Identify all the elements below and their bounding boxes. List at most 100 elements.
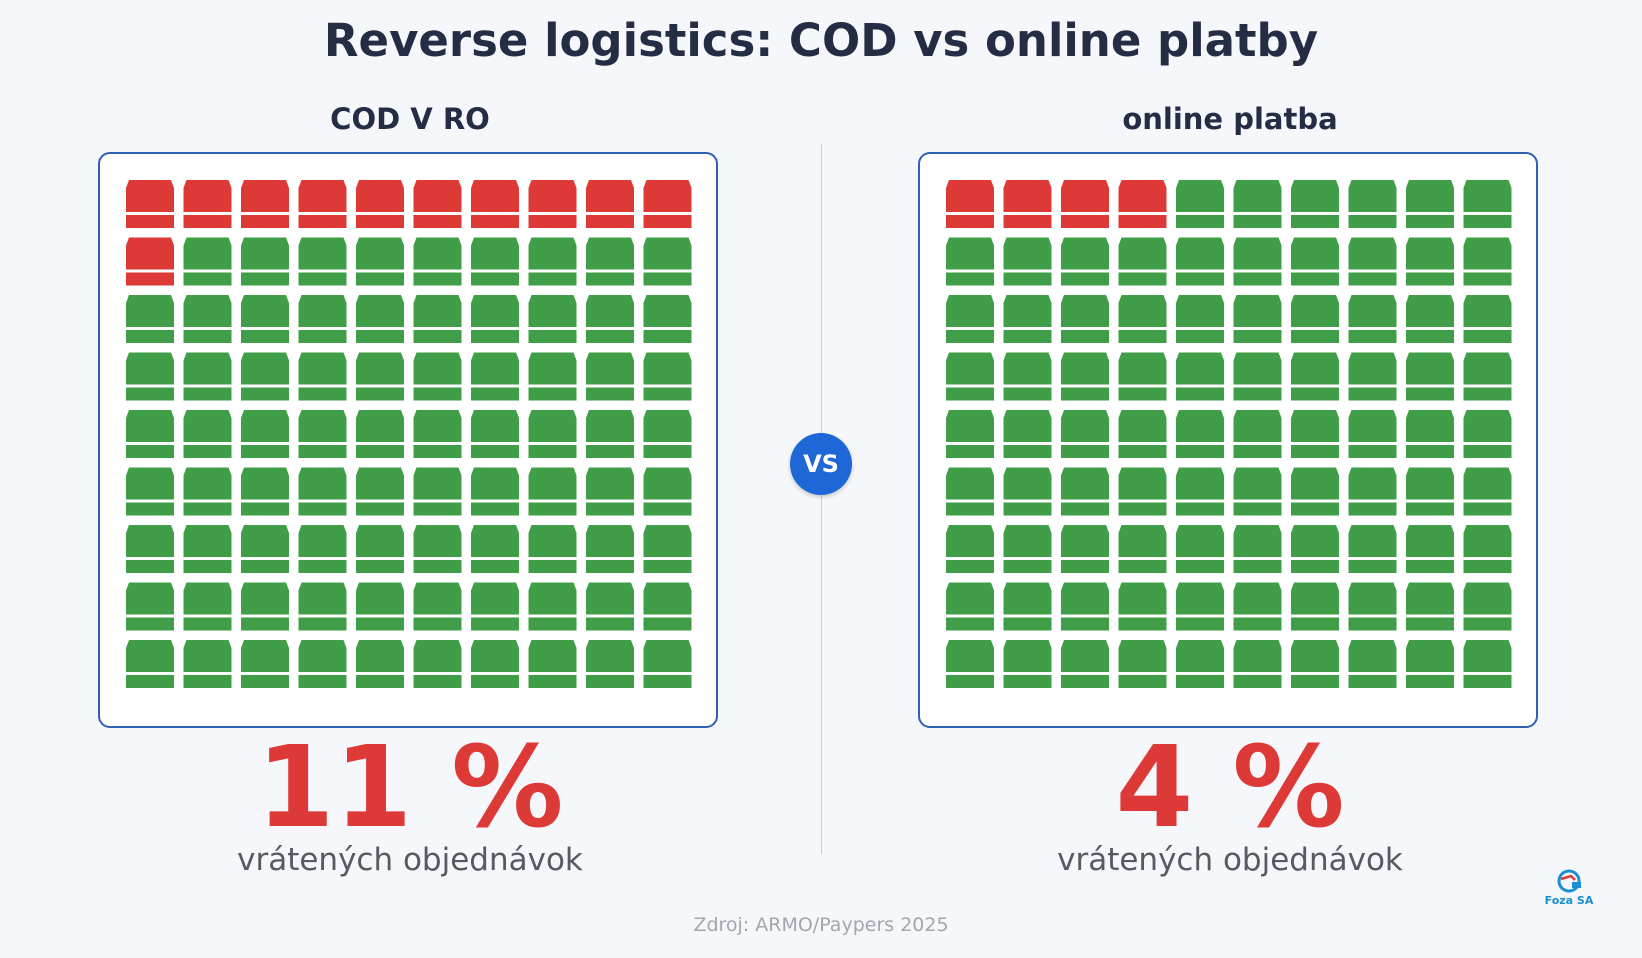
left-caption: vrátených objednávok: [237, 842, 583, 878]
kept-package-icon: [528, 237, 577, 286]
kept-package-icon: [356, 295, 404, 343]
kept-package-icon: [643, 640, 692, 688]
right-waffle-frame: [918, 152, 1538, 728]
kept-package-icon: [183, 295, 232, 343]
kept-package-icon: [1176, 295, 1224, 343]
kept-package-icon: [183, 410, 232, 458]
kept-package-icon: [298, 352, 347, 401]
kept-package-icon: [1118, 237, 1167, 286]
kept-package-icon: [643, 525, 692, 573]
kept-package-icon: [241, 582, 289, 631]
kept-package-icon: [1348, 237, 1397, 286]
left-waffle-frame: [98, 152, 718, 728]
kept-package-icon: [1291, 410, 1339, 458]
kept-package-icon: [126, 410, 174, 458]
kept-package-icon: [528, 352, 577, 401]
kept-package-icon: [1003, 640, 1052, 688]
kept-package-icon: [1118, 410, 1167, 458]
kept-package-icon: [528, 525, 577, 573]
kept-package-icon: [1176, 525, 1224, 573]
kept-package-icon: [1463, 525, 1512, 573]
kept-package-icon: [946, 410, 994, 458]
kept-package-icon: [1061, 295, 1109, 343]
kept-package-icon: [643, 295, 692, 343]
kept-package-icon: [586, 525, 634, 573]
source-note: Zdroj: ARMO/Paypers 2025: [693, 914, 949, 936]
returned-package-icon: [126, 237, 174, 286]
kept-package-icon: [1463, 237, 1512, 286]
returned-package-icon: [356, 180, 404, 228]
kept-package-icon: [356, 525, 404, 573]
kept-package-icon: [298, 295, 347, 343]
kept-package-icon: [1233, 352, 1282, 401]
kept-package-icon: [126, 525, 174, 573]
left-panel-title: COD V RO: [330, 102, 490, 136]
kept-package-icon: [1291, 525, 1339, 573]
kept-package-icon: [528, 582, 577, 631]
kept-package-icon: [946, 295, 994, 343]
kept-package-icon: [126, 582, 174, 631]
kept-package-icon: [586, 467, 634, 516]
kept-package-icon: [298, 410, 347, 458]
kept-package-icon: [1233, 410, 1282, 458]
left-waffle-chart: [126, 180, 692, 688]
kept-package-icon: [946, 467, 994, 516]
kept-package-icon: [241, 237, 289, 286]
kept-package-icon: [413, 640, 462, 688]
returned-package-icon: [126, 180, 174, 228]
kept-package-icon: [1061, 467, 1109, 516]
kept-package-icon: [1291, 582, 1339, 631]
kept-package-icon: [643, 582, 692, 631]
kept-package-icon: [241, 295, 289, 343]
left-percentage: 11 %: [256, 723, 564, 853]
kept-package-icon: [241, 467, 289, 516]
kept-package-icon: [946, 525, 994, 573]
kept-package-icon: [471, 640, 519, 688]
kept-package-icon: [586, 352, 634, 401]
kept-package-icon: [1463, 640, 1512, 688]
kept-package-icon: [471, 410, 519, 458]
kept-package-icon: [1233, 582, 1282, 631]
kept-package-icon: [1061, 525, 1109, 573]
kept-package-icon: [1463, 582, 1512, 631]
returned-package-icon: [1061, 180, 1109, 228]
kept-package-icon: [241, 352, 289, 401]
kept-package-icon: [1406, 352, 1454, 401]
kept-package-icon: [1118, 352, 1167, 401]
kept-package-icon: [1406, 180, 1454, 228]
kept-package-icon: [183, 237, 232, 286]
kept-package-icon: [1406, 582, 1454, 631]
right-caption: vrátených objednávok: [1057, 842, 1403, 878]
kept-package-icon: [946, 640, 994, 688]
kept-package-icon: [356, 352, 404, 401]
returned-package-icon: [241, 180, 289, 228]
kept-package-icon: [471, 582, 519, 631]
returned-package-icon: [528, 180, 577, 228]
kept-package-icon: [1348, 180, 1397, 228]
kept-package-icon: [356, 237, 404, 286]
kept-package-icon: [1291, 295, 1339, 343]
kept-package-icon: [1118, 582, 1167, 631]
kept-package-icon: [1176, 352, 1224, 401]
kept-package-icon: [1406, 525, 1454, 573]
kept-package-icon: [126, 640, 174, 688]
logo-text: Foza SA: [1544, 894, 1594, 907]
kept-package-icon: [1348, 582, 1397, 631]
returned-package-icon: [1118, 180, 1167, 228]
kept-package-icon: [298, 467, 347, 516]
returned-package-icon: [1003, 180, 1052, 228]
kept-package-icon: [1406, 295, 1454, 343]
returned-package-icon: [586, 180, 634, 228]
kept-package-icon: [183, 525, 232, 573]
kept-package-icon: [1176, 237, 1224, 286]
kept-package-icon: [356, 467, 404, 516]
kept-package-icon: [413, 582, 462, 631]
kept-package-icon: [1061, 640, 1109, 688]
kept-package-icon: [1118, 640, 1167, 688]
kept-package-icon: [241, 640, 289, 688]
kept-package-icon: [1176, 582, 1224, 631]
kept-package-icon: [1406, 640, 1454, 688]
kept-package-icon: [1463, 352, 1512, 401]
kept-package-icon: [946, 237, 994, 286]
kept-package-icon: [528, 410, 577, 458]
